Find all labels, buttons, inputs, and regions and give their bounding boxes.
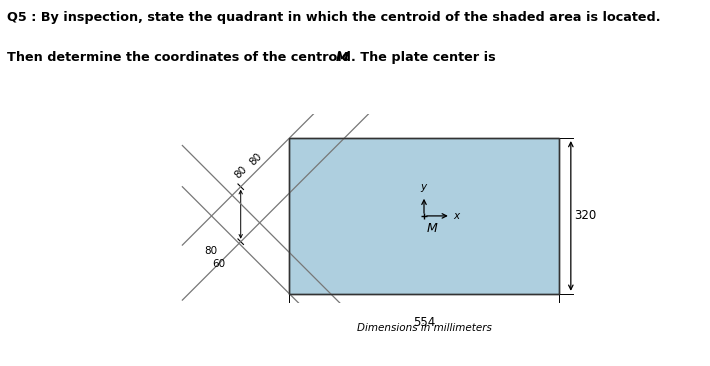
Text: Then determine the coordinates of the centroid. The plate center is: Then determine the coordinates of the ce…: [7, 51, 501, 64]
Text: $M$: $M$: [426, 222, 438, 235]
Text: 80: 80: [247, 151, 263, 167]
Text: Dimensions in millimeters: Dimensions in millimeters: [356, 323, 491, 333]
Text: $y$: $y$: [420, 182, 428, 194]
Text: 80: 80: [204, 246, 217, 256]
Text: 80: 80: [233, 164, 249, 180]
Text: 60: 60: [212, 258, 225, 269]
Bar: [290, 138, 559, 294]
Text: 554: 554: [413, 316, 435, 329]
Bar: [290, 138, 559, 294]
Text: $x$: $x$: [453, 211, 462, 221]
Text: 320: 320: [574, 209, 596, 223]
Text: Q5 : By inspection, state the quadrant in which the centroid of the shaded area : Q5 : By inspection, state the quadrant i…: [7, 11, 660, 24]
Text: M: M: [335, 51, 348, 64]
